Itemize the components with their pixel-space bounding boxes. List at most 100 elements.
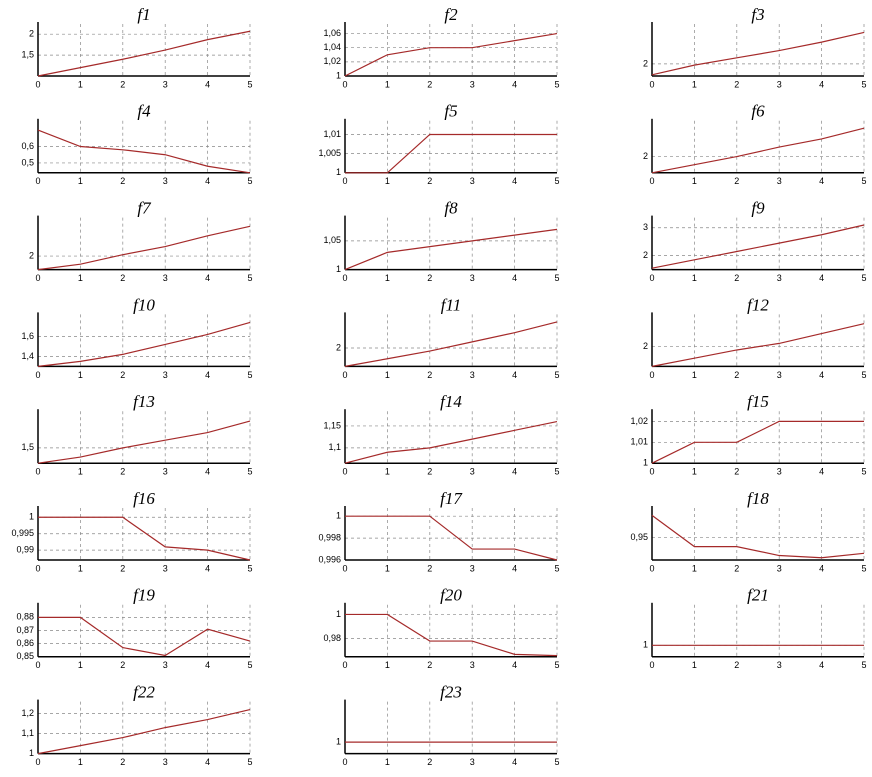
x-tick-label: 5 — [861, 660, 866, 670]
chart-title: f18 — [747, 489, 769, 508]
x-tick-label: 0 — [342, 757, 347, 767]
chart-title: f1 — [137, 5, 150, 24]
x-tick-label: 2 — [427, 660, 432, 670]
x-tick-label: 1 — [385, 370, 390, 380]
x-tick-label: 0 — [649, 273, 654, 283]
x-tick-label: 5 — [861, 370, 866, 380]
x-tick-label: 4 — [512, 273, 517, 283]
x-tick-label: 5 — [861, 467, 866, 477]
x-tick-label: 2 — [734, 176, 739, 186]
x-tick-label: 4 — [205, 273, 210, 283]
x-tick-label: 5 — [554, 757, 559, 767]
chart-title: f4 — [137, 102, 151, 121]
data-line — [37, 129, 251, 174]
y-tick-label: 1,4 — [21, 351, 34, 361]
x-tick-label: 4 — [512, 467, 517, 477]
x-tick-label: 5 — [554, 176, 559, 186]
x-tick-label: 4 — [512, 79, 517, 89]
x-tick-label: 3 — [163, 176, 168, 186]
x-tick-label: 5 — [861, 176, 866, 186]
y-tick-label: 0,6 — [21, 141, 34, 151]
x-tick-label: 5 — [554, 467, 559, 477]
x-tick-label: 5 — [861, 79, 866, 89]
x-tick-label: 0 — [35, 176, 40, 186]
chart-title: f13 — [133, 392, 155, 411]
x-tick-label: 0 — [342, 370, 347, 380]
x-tick-label: 3 — [777, 176, 782, 186]
chart-panel: f20 1 2 3 4 511,021,041,06 — [323, 5, 559, 89]
x-tick-label: 2 — [120, 563, 125, 573]
data-line — [344, 32, 558, 77]
x-tick-label: 3 — [470, 757, 475, 767]
chart-panel: f18 0 1 2 3 4 5 0,95 — [630, 489, 866, 573]
x-tick-label: 1 — [385, 273, 390, 283]
chart-panel: f9 0 1 2 3 4 5 2 3 — [643, 199, 867, 283]
x-tick-label: 5 — [247, 79, 252, 89]
chart-title: f16 — [133, 489, 155, 508]
data-line — [344, 228, 558, 271]
x-tick-label: 5 — [247, 467, 252, 477]
y-tick-label: 1,5 — [21, 49, 34, 59]
y-tick-label: 1,2 — [21, 708, 34, 718]
x-tick-label: 5 — [247, 563, 252, 573]
x-tick-label: 5 — [247, 370, 252, 380]
x-tick-label: 0 — [35, 370, 40, 380]
data-line — [37, 420, 251, 464]
chart-title: f8 — [444, 199, 458, 218]
y-tick-label: 2 — [643, 151, 648, 161]
chart-panel: f80 1 2 3 4 511,05 — [323, 199, 559, 283]
x-tick-label: 4 — [205, 370, 210, 380]
x-tick-label: 3 — [470, 370, 475, 380]
chart-title: f17 — [440, 489, 463, 508]
chart-panel: f14 0 1 2 3 4 5 1,1 1,15 — [323, 392, 559, 476]
x-tick-label: 4 — [819, 467, 824, 477]
x-tick-label: 2 — [120, 79, 125, 89]
x-tick-label: 3 — [163, 660, 168, 670]
x-tick-label: 4 — [512, 563, 517, 573]
data-line — [345, 613, 558, 657]
x-tick-label: 1 — [692, 79, 697, 89]
chart-title: f12 — [747, 295, 769, 314]
y-tick-label: 1,02 — [630, 416, 648, 426]
x-tick-label: 3 — [163, 273, 168, 283]
chart-title: f21 — [747, 586, 769, 605]
x-tick-label: 3 — [163, 370, 168, 380]
x-tick-label: 1 — [78, 660, 83, 670]
chart-panel: f1 0 1 2 3 4 5 1,5 2 — [21, 5, 252, 89]
x-tick-label: 2 — [427, 467, 432, 477]
x-tick-label: 0 — [35, 79, 40, 89]
y-tick-label: 2 — [29, 250, 34, 260]
x-tick-label: 3 — [470, 467, 475, 477]
chart-title: f9 — [751, 199, 765, 218]
x-tick-label: 4 — [205, 660, 210, 670]
data-line — [37, 321, 251, 367]
x-tick-label: 5 — [554, 370, 559, 380]
x-tick-label: 3 — [470, 563, 475, 573]
x-tick-label: 4 — [205, 79, 210, 89]
x-tick-label: 5 — [554, 563, 559, 573]
y-tick-label: 2 — [643, 250, 648, 260]
y-tick-label: 2 — [643, 341, 648, 351]
data-line — [344, 321, 558, 367]
x-tick-label: 5 — [247, 176, 252, 186]
x-tick-label: 2 — [120, 467, 125, 477]
x-tick-label: 0 — [649, 176, 654, 186]
x-tick-label: 3 — [777, 370, 782, 380]
y-tick-label: 0,87 — [16, 625, 34, 635]
x-tick-label: 3 — [777, 467, 782, 477]
y-tick-label: 1 — [643, 640, 648, 650]
x-tick-label: 1 — [692, 176, 697, 186]
x-tick-label: 2 — [120, 176, 125, 186]
x-tick-label: 1 — [692, 273, 697, 283]
data-line — [37, 225, 251, 271]
x-tick-label: 5 — [861, 563, 866, 573]
chart-title: f5 — [444, 102, 457, 121]
x-tick-label: 3 — [777, 79, 782, 89]
y-tick-label: 1,05 — [323, 235, 341, 245]
x-tick-label: 4 — [205, 563, 210, 573]
x-tick-label: 4 — [205, 176, 210, 186]
